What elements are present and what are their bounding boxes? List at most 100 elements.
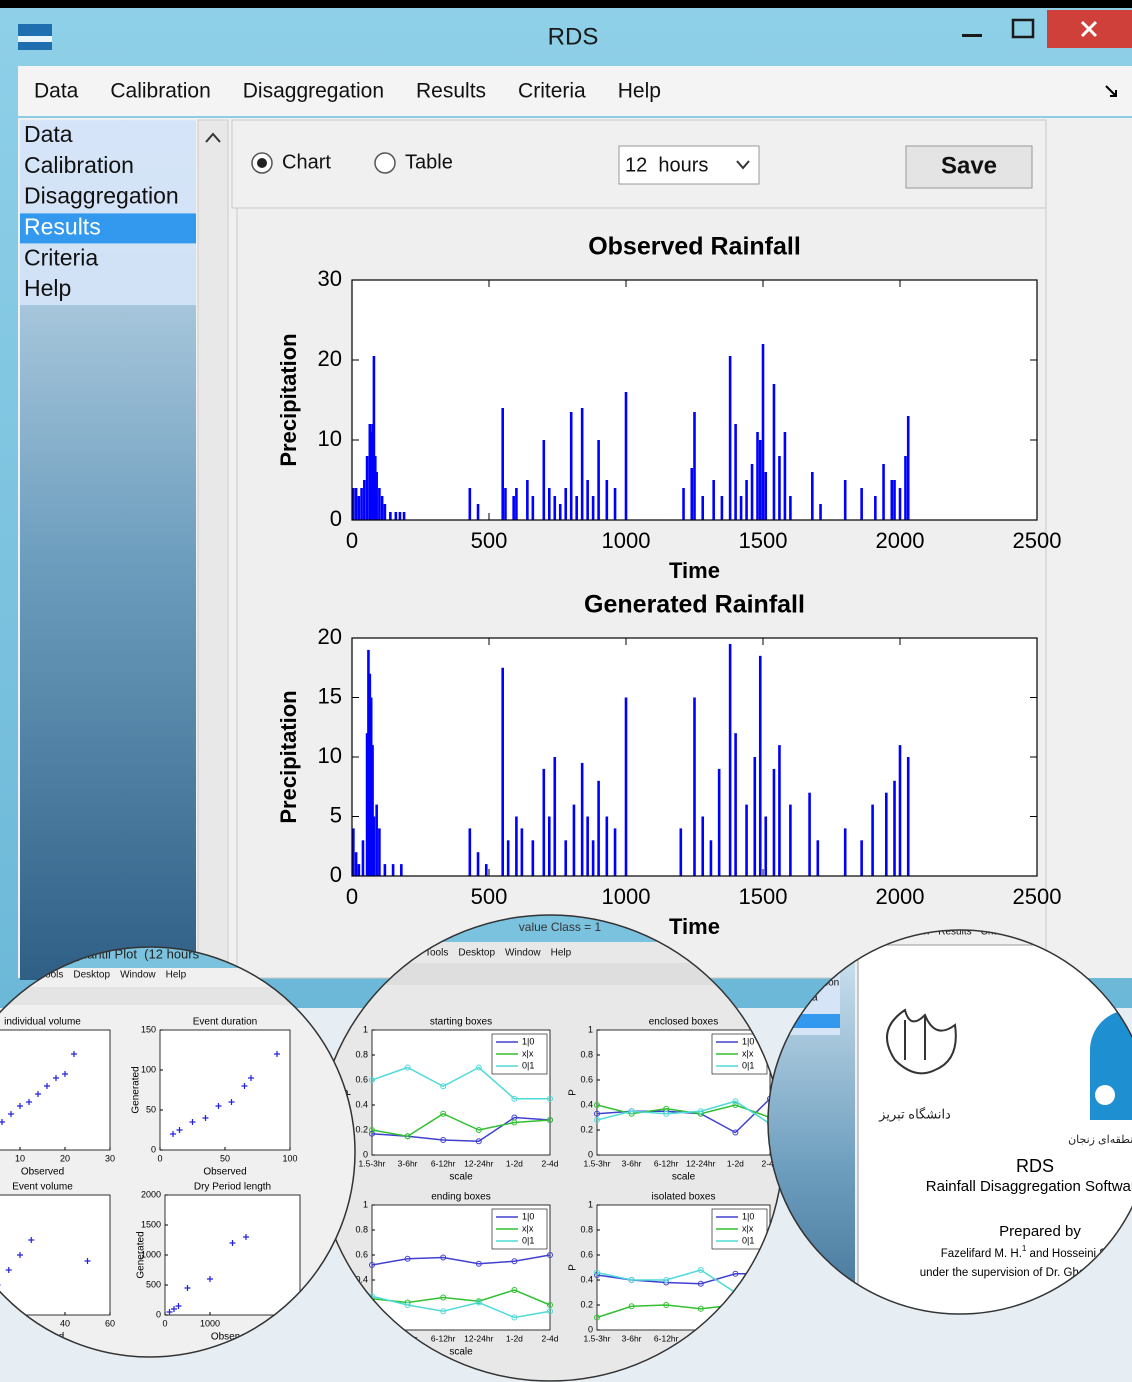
x-tick-label: 1500 [739,528,788,553]
bar [843,828,847,876]
mini-y-tick-label: 0.4 [580,1274,593,1284]
series-marker [511,1287,518,1293]
y-tick-label: 20 [318,346,342,371]
mini-y-label: Generated [136,1231,147,1278]
bar [597,440,600,520]
bar [728,356,732,520]
logo-right-text: آب منطقه‌ای زنجان [1068,1133,1132,1146]
menu-item[interactable]: Disaggregation [243,80,384,103]
bar [701,816,705,876]
bar [591,840,595,876]
y-axis-label: Precipitation [276,690,301,823]
bar [378,828,381,876]
sidebar-list [20,120,196,305]
table-radio[interactable] [374,152,396,174]
bar [758,440,762,520]
mini-x-tick-label: 6-12hr [654,1158,679,1168]
bar [580,408,584,520]
bar [882,464,885,520]
mini-y-tick-label: 0.4 [355,1274,368,1284]
menu-item[interactable]: Criteria [518,80,586,103]
mini-y-tick-label: 0 [588,1324,593,1334]
bar [369,697,373,876]
bar [547,816,551,876]
mini-y-tick-label: 0.6 [580,1249,593,1259]
bar [778,745,781,876]
qq-point [8,1111,14,1117]
inset-menu-item: Window [505,948,541,959]
bar [506,840,510,876]
series-marker [732,1102,739,1108]
qq-point [274,1051,280,1057]
sidebar-item[interactable]: Criteria [24,244,98,270]
bar [558,504,562,520]
legend-label: x|x [522,1223,534,1233]
menu-item[interactable]: Results [416,80,486,103]
series-marker [628,1303,635,1310]
menu-item[interactable]: Calibration [110,80,210,103]
series-marker [440,1083,447,1090]
mini-plot-area [164,1194,301,1316]
x-tick-label: 0 [346,884,358,909]
sidebar-item[interactable]: Calibration [24,152,134,178]
series-marker [547,1302,553,1308]
inset-title: value Class = 1 [519,920,602,934]
bar [808,792,811,876]
legend-label: x|x [742,1223,754,1233]
hours-dropdown[interactable] [618,145,760,185]
sidebar-item[interactable]: Results [24,213,101,239]
series-marker [697,1267,704,1273]
series-marker [369,1077,375,1083]
bar [531,840,535,876]
bar [352,488,355,520]
series-marker [511,1119,518,1126]
bar [613,828,617,876]
x-tick-label: 500 [471,884,508,909]
qq-point [84,1258,91,1264]
bar [682,488,685,520]
maximize-button[interactable] [1011,18,1035,39]
mini-y-tick-label: 1500 [141,1219,161,1229]
menu-item[interactable]: Data [34,80,79,103]
mini-x-tick-label: 3-6hr [622,1333,642,1343]
y-tick-label: 10 [318,743,342,768]
series-marker [440,1137,447,1143]
mini-y-label: P [343,1089,354,1096]
table-radio-label: Table [405,151,453,173]
bar [772,384,776,520]
window-title: RDS [548,23,599,50]
mini-y-tick-label: 0.8 [580,1049,593,1059]
bar [745,480,748,520]
series-marker [697,1280,704,1287]
bar [739,496,743,520]
minimize-button[interactable] [962,34,982,37]
bar [357,864,361,876]
menu-item[interactable]: Help [618,80,661,103]
bar [542,768,546,876]
bar [572,804,576,876]
series-marker [594,1117,600,1123]
scroll-up[interactable] [205,132,221,143]
qq-point [17,1252,23,1258]
qq-point [35,1091,41,1097]
save-button[interactable] [905,145,1033,189]
inset-menu-item: Desktop [458,948,495,959]
bar [553,757,557,876]
bar [553,496,557,520]
bar [906,757,910,876]
series-line [371,1289,551,1306]
series-marker [440,1254,447,1261]
bar [860,488,863,520]
mini-x-tick-label: 10 [15,1153,25,1163]
dropdown-arrow [736,160,750,170]
sidebar-item[interactable]: Disaggregation [24,183,179,209]
sidebar-item[interactable]: Data [24,121,73,147]
sidebar-item[interactable]: Help [24,275,71,301]
mini-x-tick-label: 3-6hr [398,1158,418,1168]
qq-point [175,1303,182,1309]
bar [512,496,515,520]
mini-x-tick-label: 0 [162,1318,167,1328]
inset-menu-item: Tools [425,948,448,959]
bar [575,496,578,520]
